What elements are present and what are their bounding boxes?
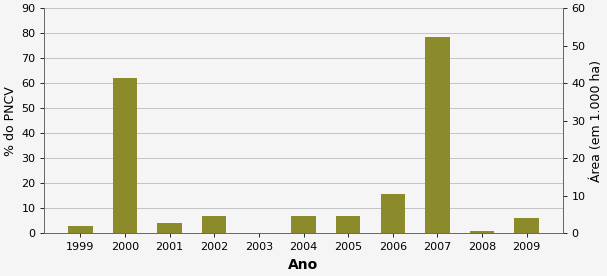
Bar [291, 216, 316, 233]
Bar [470, 231, 494, 233]
Bar [425, 37, 450, 233]
Bar [157, 223, 182, 233]
Bar [68, 226, 93, 233]
Bar [336, 216, 361, 233]
Bar [113, 78, 137, 233]
Y-axis label: % do PNCV: % do PNCV [4, 86, 17, 156]
Y-axis label: Área (em 1.000 ha): Área (em 1.000 ha) [590, 60, 603, 182]
X-axis label: Ano: Ano [288, 258, 319, 272]
Bar [514, 218, 539, 233]
Bar [202, 216, 226, 233]
Bar [381, 195, 405, 233]
